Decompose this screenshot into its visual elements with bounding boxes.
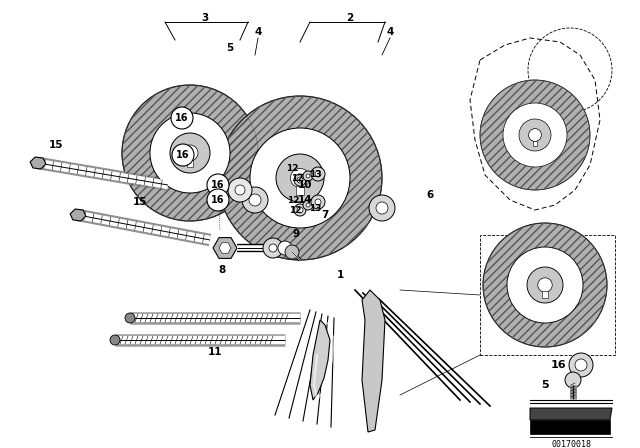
Circle shape [170,133,210,173]
Polygon shape [530,420,610,434]
Circle shape [294,204,306,216]
Circle shape [171,107,193,129]
Circle shape [122,85,258,221]
Text: 15: 15 [49,140,63,150]
Circle shape [376,202,388,214]
Text: 13: 13 [308,169,321,178]
Text: 12: 12 [287,195,300,204]
Circle shape [125,313,135,323]
Circle shape [507,247,583,323]
Text: 4: 4 [387,27,394,37]
Circle shape [538,278,552,292]
Circle shape [263,238,283,258]
Circle shape [207,174,229,196]
Circle shape [207,189,229,211]
Text: 10: 10 [298,180,312,190]
Polygon shape [310,320,330,400]
Text: 4: 4 [254,27,262,37]
Text: 16: 16 [551,360,566,370]
Circle shape [480,80,590,190]
Circle shape [315,199,321,205]
Text: 14: 14 [298,195,312,205]
Polygon shape [30,157,46,169]
Circle shape [503,103,567,167]
Text: 13: 13 [308,203,321,212]
Circle shape [172,144,194,166]
Circle shape [278,241,292,255]
Text: 6: 6 [426,190,434,200]
Circle shape [150,113,230,193]
FancyBboxPatch shape [532,141,538,146]
Polygon shape [70,209,86,221]
Text: 2: 2 [346,13,354,23]
Circle shape [294,174,306,186]
Circle shape [519,119,551,151]
Text: 11: 11 [208,347,222,357]
Circle shape [306,203,310,207]
FancyBboxPatch shape [542,291,548,297]
Circle shape [110,335,120,345]
Circle shape [311,167,325,181]
Text: 9: 9 [292,229,300,239]
Text: 16: 16 [176,150,189,160]
Text: 12: 12 [289,206,301,215]
Circle shape [483,223,607,347]
Circle shape [529,129,541,142]
Text: 5: 5 [227,43,234,53]
Polygon shape [219,243,231,253]
Text: 16: 16 [211,180,225,190]
Circle shape [276,154,324,202]
Circle shape [527,267,563,303]
Circle shape [575,359,587,371]
Circle shape [269,244,277,252]
Text: 8: 8 [218,265,226,275]
Text: 7: 7 [321,210,329,220]
Circle shape [569,353,593,377]
Polygon shape [530,408,612,420]
Polygon shape [213,237,237,258]
Circle shape [369,195,395,221]
Circle shape [306,174,310,178]
Circle shape [235,185,245,195]
Circle shape [297,177,303,183]
Circle shape [291,168,310,188]
Polygon shape [362,290,385,432]
Circle shape [249,194,261,206]
Text: 16: 16 [211,195,225,205]
Circle shape [315,171,321,177]
Circle shape [303,171,313,181]
Text: 16: 16 [175,113,189,123]
Circle shape [242,187,268,213]
Text: 12: 12 [285,164,298,172]
FancyBboxPatch shape [296,186,303,195]
Text: 3: 3 [202,13,209,23]
Circle shape [228,178,252,202]
Text: 1: 1 [337,270,344,280]
FancyBboxPatch shape [187,160,193,167]
Circle shape [285,245,299,259]
Circle shape [218,96,382,260]
Circle shape [182,145,198,161]
Text: 12: 12 [291,173,303,182]
Bar [480,235,615,355]
Text: 00170018: 00170018 [551,439,591,448]
Circle shape [565,372,581,388]
Circle shape [311,195,325,209]
Circle shape [297,207,303,213]
Circle shape [250,128,350,228]
Text: 5: 5 [541,380,548,390]
Circle shape [303,200,313,210]
Text: 15: 15 [132,197,147,207]
